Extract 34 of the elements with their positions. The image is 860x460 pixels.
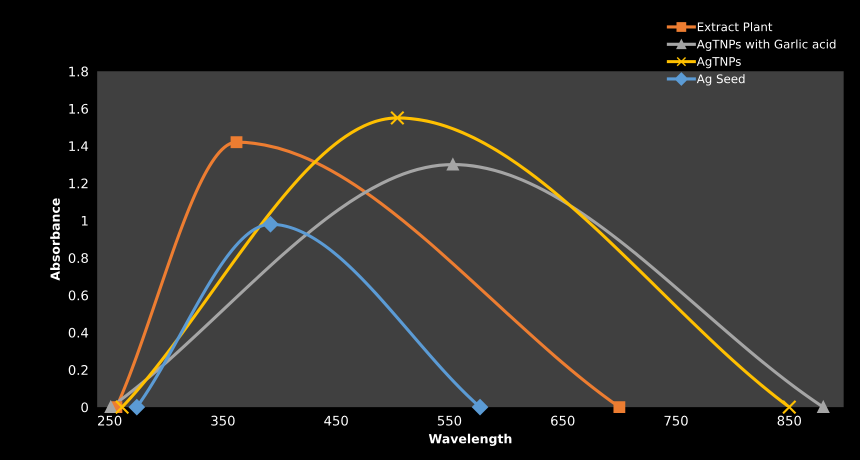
x-tick-label: 350 <box>211 416 235 426</box>
y-tick-label: 1.8 <box>69 66 88 76</box>
legend-label: Extract Plant <box>698 22 772 32</box>
point <box>817 401 830 414</box>
point <box>613 401 626 414</box>
x-tick-label: 750 <box>664 416 688 426</box>
y-tick-label: 0.6 <box>68 290 88 300</box>
x-tick-label: 550 <box>438 416 462 426</box>
point <box>230 136 242 148</box>
y-tick-label: 1 <box>82 216 88 226</box>
y-tick-label: 1.2 <box>69 178 88 188</box>
x-tick-label: 250 <box>98 416 122 426</box>
y-tick-label: 0.4 <box>68 328 88 338</box>
x-tick-label: 650 <box>551 416 574 426</box>
y-tick-label: 0 <box>81 402 88 412</box>
x-tick-label: 450 <box>324 416 348 426</box>
y-axis-title: Absorbance <box>50 198 60 281</box>
y-tick-label: 1.4 <box>69 141 88 151</box>
point <box>114 400 130 414</box>
legend-label: AgTNPs <box>696 57 741 68</box>
point <box>446 158 459 170</box>
y-tick-label: 0.2 <box>68 365 88 375</box>
point <box>390 110 405 126</box>
point <box>782 400 797 414</box>
x-axis-title: Wavelength <box>428 434 512 446</box>
y-tick-label: 0.8 <box>68 253 88 264</box>
x-tick-label: 850 <box>778 416 802 426</box>
legend-label: Ag Seed <box>696 74 744 86</box>
point <box>262 216 278 232</box>
point <box>104 401 117 414</box>
point <box>128 399 145 416</box>
point <box>472 399 488 416</box>
y-tick-label: 1.6 <box>69 104 88 114</box>
legend-label: AgTNPs with Garlic acid <box>696 39 836 51</box>
